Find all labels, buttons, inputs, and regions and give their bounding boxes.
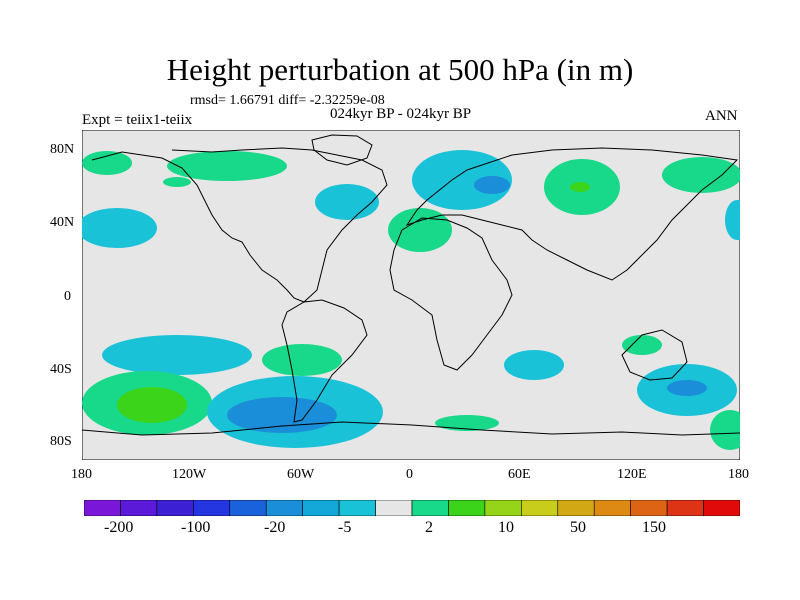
- lon-label-180w: 180: [71, 467, 92, 482]
- colorbar-swatch: [411, 500, 449, 516]
- anomaly-region: [474, 176, 510, 194]
- colorbar-swatch: [156, 500, 194, 516]
- colorbar-swatch: [375, 500, 413, 516]
- anomaly-region: [117, 387, 187, 423]
- africa-coast: [389, 217, 513, 371]
- lat-label-0: 0: [64, 289, 71, 304]
- colorbar-swatch: [265, 500, 303, 516]
- greenland-coast: [311, 134, 373, 166]
- colorbar-swatch: [557, 500, 595, 516]
- lat-label-80s: 80S: [50, 434, 72, 449]
- period-text: 024kyr BP - 024kyr BP: [330, 106, 472, 122]
- colorbar-swatch: [229, 500, 267, 516]
- lat-label-40n: 40N: [50, 215, 75, 230]
- colorbar-label: 10: [498, 519, 514, 536]
- lat-label-80n: 80N: [50, 142, 75, 157]
- colorbar-label: 150: [642, 519, 666, 536]
- colorbar-swatch: [484, 500, 522, 516]
- south-america-coast: [281, 299, 368, 423]
- anomaly-region: [622, 335, 662, 355]
- anomaly-region: [227, 397, 337, 433]
- lon-label-60w: 60W: [287, 467, 315, 482]
- lon-label-60e: 60E: [508, 467, 531, 482]
- colorbar-swatch: [302, 500, 340, 516]
- lon-label-120e: 120E: [617, 467, 647, 482]
- anomaly-region: [315, 184, 379, 220]
- experiment-label: Expt = teiix1-teiix: [82, 112, 193, 128]
- colorbar-label: -20: [264, 519, 286, 536]
- colorbar-swatch: [448, 500, 486, 516]
- colorbar-swatch: [193, 500, 231, 516]
- colorbar-swatch: [630, 500, 668, 516]
- stats-text: rmsd= 1.66791 diff= -2.32259e-08: [190, 93, 385, 108]
- australia-coast: [621, 329, 688, 381]
- antarctica-coast: [82, 421, 740, 436]
- anomaly-region: [662, 157, 740, 193]
- colorbar-swatch: [120, 500, 158, 516]
- colorbar-label: -5: [338, 519, 352, 536]
- anomaly-region: [163, 177, 191, 187]
- lat-label-40s: 40S: [50, 362, 72, 377]
- anomaly-region: [102, 335, 252, 375]
- colorbar: [84, 500, 740, 516]
- colorbar-swatch: [521, 500, 559, 516]
- colorbar-swatch: [84, 500, 121, 516]
- lon-label-0: 0: [406, 467, 413, 482]
- anomaly-region: [82, 151, 132, 175]
- colorbar-swatch: [666, 500, 704, 516]
- anomaly-region: [667, 380, 707, 396]
- coastlines: [82, 134, 740, 436]
- colorbar-swatch: [338, 500, 376, 516]
- anomaly-regions: [82, 150, 740, 450]
- anomaly-region: [262, 344, 342, 376]
- lon-label-180e: 180: [728, 467, 749, 482]
- anomaly-region: [570, 182, 590, 192]
- page-title: Height perturbation at 500 hPa (in m): [166, 52, 634, 87]
- world-map: [82, 130, 740, 460]
- anomaly-region: [504, 350, 564, 380]
- season-label: ANN: [705, 108, 738, 124]
- anomaly-region: [710, 410, 740, 450]
- anomaly-region: [725, 200, 740, 240]
- colorbar-label: -200: [104, 519, 134, 536]
- colorbar-label: 2: [425, 519, 433, 536]
- eurasia-coast: [405, 147, 739, 281]
- colorbar-label: -100: [181, 519, 211, 536]
- colorbar-label: 50: [570, 519, 586, 536]
- colorbar-swatch: [703, 500, 740, 516]
- anomaly-region: [82, 208, 157, 248]
- anomaly-region: [167, 151, 287, 181]
- colorbar-swatch: [593, 500, 631, 516]
- lon-label-120w: 120W: [172, 467, 207, 482]
- anomaly-region: [435, 415, 499, 431]
- anomaly-region: [412, 150, 512, 210]
